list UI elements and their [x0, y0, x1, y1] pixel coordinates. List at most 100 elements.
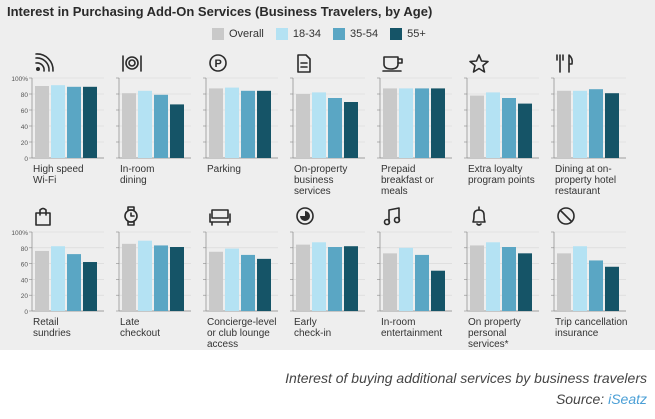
bar-0-1 — [51, 85, 65, 158]
bar-4-0 — [383, 88, 397, 158]
bar-4-3 — [431, 88, 445, 158]
bar-6-2 — [589, 89, 603, 158]
bar-1-3 — [170, 104, 184, 158]
source-label: Source: — [555, 391, 605, 407]
category-label: business — [294, 175, 333, 186]
category-label: meals — [381, 186, 408, 197]
bar-10-0 — [296, 244, 310, 311]
category-label: In-room — [381, 317, 415, 328]
category-label: sundries — [33, 328, 71, 339]
bar-5-3 — [518, 103, 532, 158]
category-label: Late — [120, 317, 140, 328]
bar-0-2 — [67, 86, 81, 158]
source-line: Source: iSeatz — [556, 391, 647, 407]
y-tick-label: 60 — [21, 262, 29, 269]
coffee-icon — [382, 56, 403, 72]
legend-label-35-54: 35-54 — [349, 28, 379, 40]
category-label: check-in — [294, 328, 331, 339]
category-label: Dining at on- — [555, 164, 612, 175]
music-icon — [383, 207, 401, 226]
bar-6-1 — [573, 90, 587, 158]
y-tick-label: 0 — [24, 156, 28, 163]
bar-12-0 — [470, 245, 484, 311]
bar-2-3 — [257, 90, 271, 158]
category-label: program points — [468, 175, 535, 186]
y-tick-label: 40 — [21, 124, 29, 131]
y-tick-label: 20 — [21, 293, 29, 300]
y-tick-label: 0 — [24, 309, 28, 316]
legend-swatch-overall — [212, 28, 224, 40]
category-label: On property — [468, 317, 521, 328]
bar-3-0 — [296, 94, 310, 158]
bar-10-2 — [328, 247, 342, 311]
category-label: Concierge-level — [207, 317, 276, 328]
chart-panel — [0, 0, 655, 350]
bar-11-2 — [415, 254, 429, 311]
category-label: or club lounge — [207, 328, 270, 339]
category-label: services — [294, 186, 331, 197]
bar-13-0 — [557, 253, 571, 311]
bar-9-1 — [225, 248, 239, 311]
legend-label-55plus: 55+ — [407, 28, 426, 40]
bar-3-1 — [312, 92, 326, 158]
bar-1-2 — [154, 94, 168, 158]
bar-2-2 — [241, 90, 255, 158]
bar-8-0 — [122, 243, 136, 311]
legend-item-35-54: 35-54 — [332, 28, 379, 40]
category-label: Prepaid — [381, 164, 415, 175]
cutlery-icon — [556, 54, 573, 73]
bar-6-0 — [557, 90, 571, 158]
legend-label-overall: Overall — [229, 28, 264, 40]
bar-7-1 — [51, 246, 65, 311]
legend-swatch-18-34 — [275, 28, 288, 40]
bar-8-2 — [154, 245, 168, 311]
chart-title: Interest in Purchasing Add-On Services (… — [7, 4, 433, 19]
bar-10-3 — [344, 246, 358, 311]
watch-icon — [124, 206, 138, 226]
svg-text:P: P — [215, 58, 222, 70]
bar-8-3 — [170, 247, 184, 311]
bar-3-2 — [328, 98, 342, 158]
category-label: entertainment — [381, 328, 442, 339]
category-label: services* — [468, 339, 509, 350]
y-tick-label: 100% — [11, 76, 28, 83]
bar-7-0 — [35, 250, 49, 311]
bar-5-1 — [486, 92, 500, 158]
bar-2-0 — [209, 88, 223, 158]
dining-icon — [122, 55, 142, 72]
bar-1-1 — [138, 90, 152, 158]
bar-13-3 — [605, 266, 619, 311]
category-label: On-property — [294, 164, 347, 175]
bar-4-2 — [415, 88, 429, 158]
bar-9-2 — [241, 254, 255, 311]
clock-icon — [296, 207, 314, 225]
bar-5-0 — [470, 95, 484, 158]
legend-item-overall: Overall — [212, 28, 264, 40]
bar-0-0 — [35, 86, 49, 158]
source-link[interactable]: iSeatz — [608, 391, 647, 407]
bar-9-0 — [209, 251, 223, 311]
bar-11-1 — [399, 247, 413, 311]
bar-1-0 — [122, 93, 136, 158]
category-label: Parking — [207, 164, 241, 175]
category-label: access — [207, 339, 238, 350]
bar-7-2 — [67, 254, 81, 311]
bar-13-2 — [589, 260, 603, 311]
bar-12-3 — [518, 253, 532, 311]
bar-10-1 — [312, 242, 326, 311]
star-icon — [469, 54, 489, 73]
category-label: Extra loyalty — [468, 164, 522, 175]
parking-icon: P — [209, 54, 227, 72]
bar-4-1 — [399, 88, 413, 158]
y-tick-label: 100% — [11, 230, 28, 237]
bag-icon — [35, 207, 51, 226]
no-sign-icon — [557, 207, 575, 225]
document-icon — [297, 54, 311, 73]
y-tick-label: 20 — [21, 140, 29, 147]
category-label: In-room — [120, 164, 154, 175]
bar-11-0 — [383, 253, 397, 311]
category-label: personal — [468, 328, 506, 339]
y-tick-label: 80 — [21, 92, 29, 99]
bar-7-3 — [83, 262, 97, 311]
